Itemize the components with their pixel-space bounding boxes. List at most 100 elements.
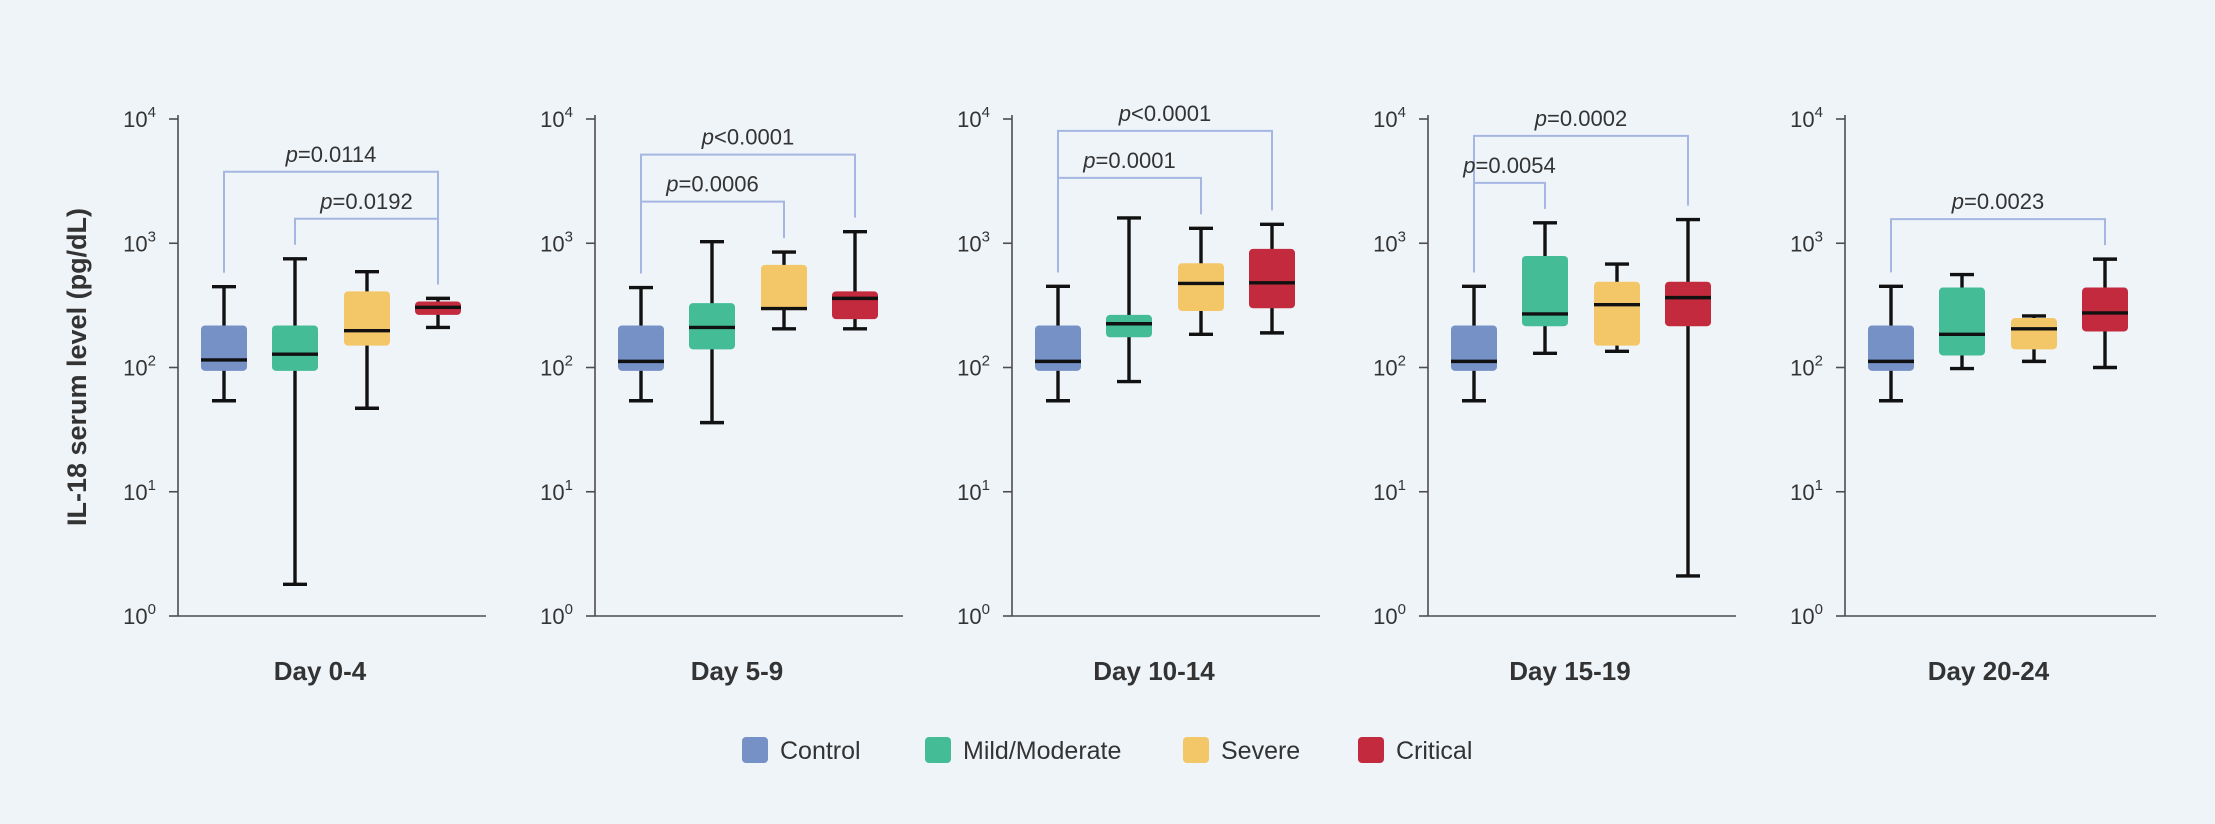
y-tick-label: 104: [1790, 104, 1823, 132]
box-iqr: [2011, 318, 2057, 350]
p-value-label: p<0.0001: [701, 125, 794, 150]
y-tick-label: 104: [1373, 104, 1406, 132]
x-panel-label: Day 15-19: [1509, 656, 1630, 686]
x-panel-label: Day 10-14: [1093, 656, 1215, 686]
y-tick-label: 102: [957, 353, 990, 381]
box-control: [1868, 284, 1914, 403]
p-value-label: p=0.0023: [1951, 189, 2044, 214]
legend-swatch: [1183, 737, 1209, 763]
box-critical: [832, 229, 878, 331]
box-severe: [1178, 226, 1224, 337]
legend-label: Control: [780, 737, 861, 765]
y-tick-label: 100: [1373, 601, 1406, 629]
significance-bracket: [1473, 181, 1546, 273]
box-iqr: [618, 325, 664, 371]
box-iqr: [201, 325, 247, 371]
y-tick-label: 103: [540, 228, 573, 256]
y-tick-label: 104: [123, 104, 156, 132]
y-tick-label: 103: [123, 228, 156, 256]
significance-bracket: [640, 200, 785, 274]
panel-4: 100 101 102 103 104 p=0.0002 p=0.0054 Day 15-19: [1373, 104, 1736, 686]
box-severe: [761, 250, 807, 331]
box-iqr: [1106, 314, 1152, 338]
p-value-label: p=0.0006: [665, 172, 758, 197]
y-tick-label: 101: [957, 477, 990, 505]
box-critical: [1665, 217, 1711, 578]
legend-item: Severe: [1183, 737, 1300, 765]
y-tick-label: 101: [1790, 477, 1823, 505]
panel-2: 100 101 102 103 104 p<0.0001 p=0.0006 Day 5-9: [540, 104, 903, 686]
p-value-label: p=0.0002: [1534, 106, 1627, 131]
legend-swatch: [742, 737, 768, 763]
box-control: [618, 285, 664, 403]
legend-swatch: [925, 737, 951, 763]
y-axis-label: IL-18 serum level (pg/dL): [62, 208, 92, 526]
box-iqr: [832, 291, 878, 320]
x-panel-label: Day 0-4: [274, 656, 367, 686]
box-iqr: [1868, 325, 1914, 371]
x-panel-label: Day 20-24: [1928, 656, 2050, 686]
x-panel-label: Day 5-9: [691, 656, 784, 686]
legend-item: Control: [742, 737, 861, 765]
legend-swatch: [1358, 737, 1384, 763]
panel-3: 100 101 102 103 104 p<0.0001 p=0.0001 Day 10-14: [957, 101, 1320, 686]
box-iqr: [344, 291, 390, 346]
y-tick-label: 101: [123, 477, 156, 505]
y-tick-label: 102: [1373, 353, 1406, 381]
box-control: [201, 284, 247, 403]
box-iqr: [1451, 325, 1497, 371]
box-mild-moderate: [1106, 216, 1152, 384]
box-mild-moderate: [272, 257, 318, 586]
y-tick-label: 101: [1373, 477, 1406, 505]
y-tick-label: 104: [957, 104, 990, 132]
significance-bracket: [294, 217, 439, 285]
y-tick-label: 101: [540, 477, 573, 505]
box-critical: [2082, 257, 2128, 370]
y-tick-label: 100: [123, 601, 156, 629]
p-value-label: p<0.0001: [1118, 101, 1211, 126]
y-tick-label: 102: [540, 353, 573, 381]
y-tick-label: 102: [123, 353, 156, 381]
box-iqr: [1594, 281, 1640, 346]
significance-bracket: [1890, 218, 2106, 273]
box-severe: [344, 270, 390, 410]
y-tick-label: 104: [540, 104, 573, 132]
box-mild-moderate: [689, 239, 735, 425]
box-mild-moderate: [1939, 272, 1985, 371]
box-iqr: [272, 325, 318, 371]
box-iqr: [761, 264, 807, 311]
legend-label: Critical: [1396, 737, 1472, 765]
panel-1: 100 101 102 103 104 p=0.0114 p=0.0192 Day 0-4: [123, 104, 486, 686]
legend-label: Severe: [1221, 737, 1300, 765]
box-critical: [1249, 222, 1295, 335]
p-value-label: p=0.0192: [319, 189, 412, 214]
box-iqr: [1522, 255, 1568, 327]
box-critical: [415, 296, 461, 330]
y-tick-label: 103: [1373, 228, 1406, 256]
significance-bracket: [1057, 176, 1202, 273]
box-iqr: [2082, 287, 2128, 332]
legend-item: Critical: [1358, 737, 1472, 765]
box-iqr: [1665, 281, 1711, 327]
box-control: [1451, 284, 1497, 403]
box-severe: [2011, 314, 2057, 364]
y-tick-label: 102: [1790, 353, 1823, 381]
box-mild-moderate: [1522, 221, 1568, 356]
legend: Control Mild/Moderate Severe Critical: [742, 737, 1472, 765]
p-value-label: p=0.0054: [1462, 153, 1555, 178]
y-tick-label: 103: [1790, 228, 1823, 256]
legend-label: Mild/Moderate: [963, 737, 1121, 765]
y-tick-label: 100: [957, 601, 990, 629]
box-iqr: [1035, 325, 1081, 371]
box-iqr: [1939, 287, 1985, 356]
box-iqr: [1178, 263, 1224, 311]
y-tick-label: 100: [540, 601, 573, 629]
box-iqr: [1249, 248, 1295, 309]
panel-5: 100 101 102 103 104 p=0.0023 Day 20-24: [1790, 104, 2156, 686]
box-control: [1035, 284, 1081, 403]
p-value-label: p=0.0001: [1082, 148, 1175, 173]
y-tick-label: 103: [957, 228, 990, 256]
y-tick-label: 100: [1790, 601, 1823, 629]
p-value-label: p=0.0114: [285, 142, 377, 167]
